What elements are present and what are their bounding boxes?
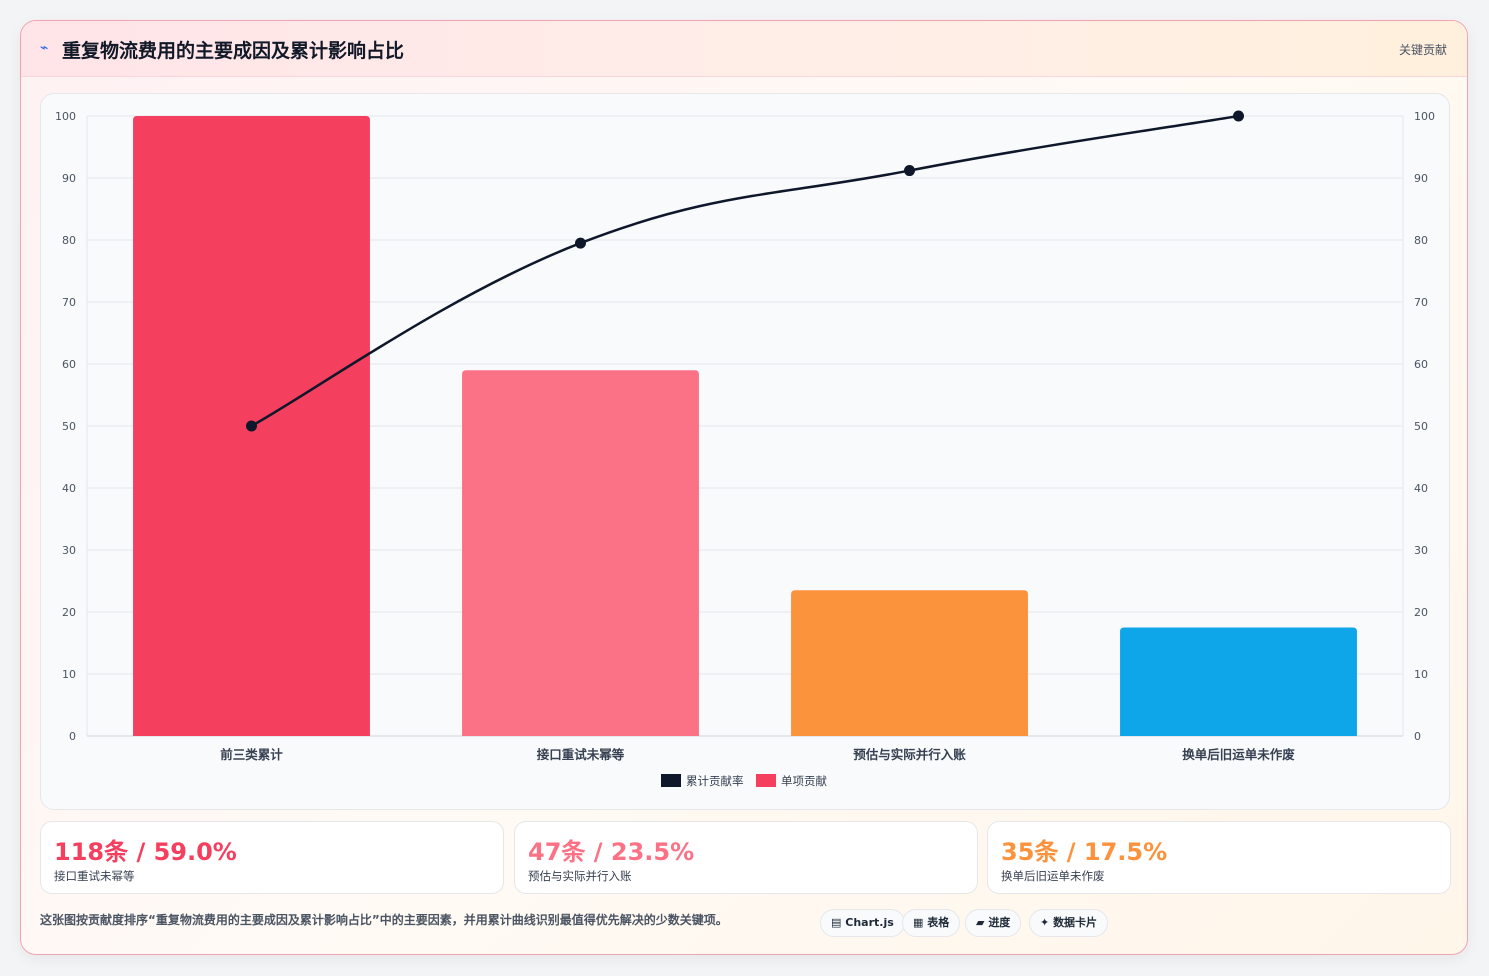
y-tick-left: 60 [62,358,76,371]
chip-data-card[interactable]: ✦ 数据卡片 [1029,909,1109,937]
chip-label: 数据卡片 [1053,916,1098,929]
legend-label: 累计贡献率 [686,774,744,788]
legend-swatch [756,774,776,787]
x-tick-label: 接口重试未幂等 [537,747,625,762]
chip-label: Chart.js [845,916,894,929]
y-tick-right: 20 [1414,606,1428,619]
x-tick-label: 前三类累计 [220,747,283,762]
header-tag: 关键贡献 [1398,43,1447,57]
bar [1120,627,1357,736]
footer-note: 这张图按贡献度排序“重复物流费用的主要成因及累计影响占比”中的主要因素，并用累计… [40,913,728,927]
y-tick-right: 80 [1414,234,1428,247]
chart-icon: ▤ [831,916,842,929]
chip-progress[interactable]: ▰ 进度 [965,909,1022,937]
y-tick-right: 30 [1414,544,1428,557]
y-tick-left: 40 [62,482,76,495]
cumulative-point [575,237,586,249]
y-tick-left: 90 [62,172,76,185]
y-tick-left: 80 [62,234,76,247]
legend-swatch [661,774,681,787]
y-tick-left: 50 [62,420,76,433]
x-tick-label: 换单后旧运单未作废 [1182,747,1295,762]
chip-table[interactable]: ▦ 表格 [902,909,961,937]
chart-card: ⌁ 重复物流费用的主要成因及累计影响占比 关键贡献 0 10 20 30 40 50 60 7… [20,20,1468,955]
card-header: ⌁ 重复物流费用的主要成因及累计影响占比 关键贡献 [21,21,1467,77]
y-tick-left: 70 [62,296,76,309]
chip-label: 表格 [927,916,950,929]
kpi-label: 接口重试未幂等 [54,869,135,883]
y-tick-left: 100 [55,110,76,123]
cumulative-point [246,420,257,432]
chart-panel: 0 10 20 30 40 50 60 70 80 90 100 0 10 20 30 40 50 60 70 80 9… [40,93,1450,810]
kpi-value: 118条 / 59.0% [54,838,237,866]
kpi-card-1: 118条 / 59.0% 接口重试未幂等 [40,821,504,894]
chart-line-icon: ⌁ [40,40,49,56]
progress-icon: ▰ [976,916,985,929]
kpi-value: 35条 / 17.5% [1001,838,1168,866]
kpi-label: 换单后旧运单未作废 [1001,869,1105,883]
y-tick-left: 20 [62,606,76,619]
pareto-chart: 0 10 20 30 40 50 60 70 80 90 100 0 10 20 30 40 50 60 70 80 9… [55,110,1435,788]
cumulative-point [1233,110,1244,122]
y-tick-right: 50 [1414,420,1428,433]
y-tick-left: 10 [62,668,76,681]
x-tick-label: 预估与实际并行入账 [853,747,966,762]
sparkle-icon: ✦ [1040,916,1050,929]
y-tick-right: 40 [1414,482,1428,495]
kpi-value: 47条 / 23.5% [528,838,695,866]
y-tick-right: 90 [1414,172,1428,185]
bar [791,590,1028,736]
y-tick-right: 70 [1414,296,1428,309]
kpi-label: 预估与实际并行入账 [528,869,632,883]
table-icon: ▦ [913,916,924,929]
bar [462,370,699,736]
cumulative-point [904,165,915,177]
kpi-card-3: 35条 / 17.5% 换单后旧运单未作废 [987,821,1451,894]
y-tick-right: 10 [1414,668,1428,681]
cumulative-line [250,114,1239,428]
y-tick-left: 30 [62,544,76,557]
legend-label: 单项贡献 [781,774,827,788]
chart-title: 重复物流费用的主要成因及累计影响占比 [62,40,405,62]
y-tick-right: 60 [1414,358,1428,371]
chip-label: 进度 [988,916,1011,929]
y-tick-left: 0 [69,730,76,743]
y-tick-right: 100 [1414,110,1435,123]
kpi-card-2: 47条 / 23.5% 预估与实际并行入账 [514,821,978,894]
chip-chartjs[interactable]: ▤ Chart.js [820,909,905,937]
y-tick-right: 0 [1414,730,1421,743]
